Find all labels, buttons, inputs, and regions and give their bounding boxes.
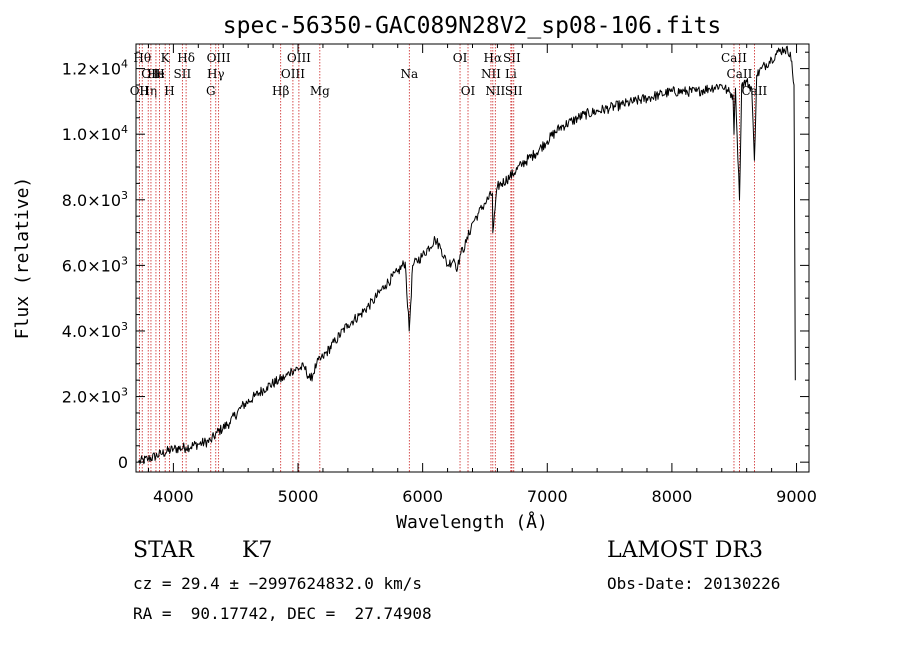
- survey-name: LAMOST DR3: [607, 538, 763, 563]
- x-tick-label: 7000: [527, 487, 568, 506]
- spectral-line-label: SII: [174, 67, 192, 81]
- spectral-line-label: H: [154, 67, 164, 81]
- spectral-line-label: OIII: [207, 51, 231, 65]
- y-tick-label: 0: [118, 453, 128, 472]
- spectral-line-label: Hθ: [133, 51, 151, 65]
- y-tick-label: 1.0×104: [62, 123, 128, 144]
- y-tick-label: 4.0×103: [62, 320, 128, 341]
- spectral-line-label: CaII: [727, 67, 753, 81]
- coordinates-text: RA = 90.17742, DEC = 27.74908: [133, 604, 432, 623]
- spectral-line-label: SII: [505, 84, 523, 98]
- spectral-line-label: NII: [481, 67, 501, 81]
- spectral-line-label: Hα: [484, 51, 503, 65]
- spectral-line-label: OI: [461, 84, 476, 98]
- object-subclass: K7: [242, 538, 273, 563]
- x-tick-label: 4000: [153, 487, 194, 506]
- y-tick-label: 1.2×104: [62, 58, 128, 79]
- spectral-lines-layer: OIIHθHηOIIHeHKHSIIHδGHγOIIIHβOIIIOIIIMgN…: [130, 44, 768, 472]
- spectral-line-label: G: [206, 84, 216, 98]
- spectral-line-label: SII: [503, 51, 521, 65]
- plot-frame: [135, 43, 810, 473]
- spectral-line-label: OII: [130, 84, 150, 98]
- y-axis-label: Flux (relative): [12, 177, 33, 340]
- x-tick-label: 6000: [402, 487, 443, 506]
- chart-title: spec-56350-GAC089N28V2_sp08-106.fits: [223, 13, 722, 39]
- y-tick-label: 2.0×103: [62, 386, 128, 407]
- spectral-line-label: He: [147, 67, 165, 81]
- obs-date: Obs-Date: 20130226: [607, 574, 781, 593]
- x-axis-label: Wavelength (Å): [396, 511, 548, 533]
- spectral-line-label: CaII: [721, 51, 747, 65]
- spectral-line-label: Hη: [139, 84, 157, 98]
- object-class: STAR: [133, 538, 194, 563]
- spectral-line-label: Li: [505, 67, 517, 81]
- y-tick-label: 6.0×103: [62, 254, 128, 275]
- spectral-line-label: Na: [400, 67, 418, 81]
- y-tick-label: 8.0×103: [62, 189, 128, 210]
- spectral-line-label: OIII: [287, 51, 311, 65]
- spectral-line-label: H: [164, 84, 174, 98]
- spectral-line-label: Hγ: [207, 67, 225, 81]
- spectral-line-label: NII: [485, 84, 505, 98]
- spectral-line-label: Hδ: [177, 51, 195, 65]
- spectral-line-label: Mg: [310, 84, 330, 98]
- redshift-text: cz = 29.4 ± −2997624832.0 km/s: [133, 574, 422, 593]
- x-tick-label: 9000: [776, 487, 817, 506]
- x-tick-label: 8000: [652, 487, 693, 506]
- spectral-line-label: K: [161, 51, 171, 65]
- spectral-line-label: OIII: [281, 67, 305, 81]
- spectral-line-label: Hβ: [272, 84, 289, 98]
- spectral-line-label: OI: [453, 51, 468, 65]
- flux-series-line: [138, 45, 796, 465]
- x-tick-label: 5000: [278, 487, 319, 506]
- axis-ticks: 4000 5000 6000 7000 8000 9000 0 2.0×103 4.0×103 6…: [62, 44, 817, 506]
